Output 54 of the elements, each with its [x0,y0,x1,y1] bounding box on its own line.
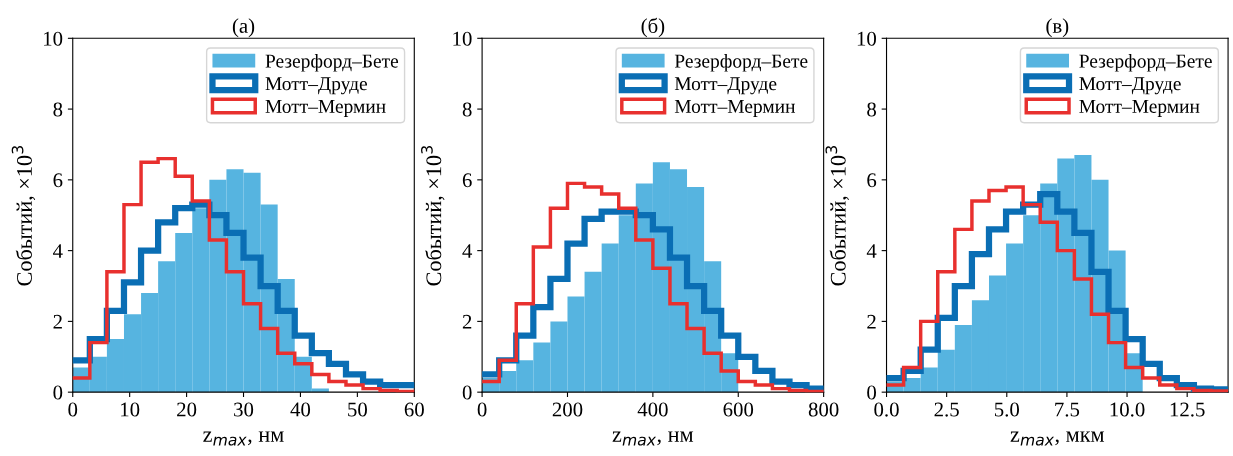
y-tick-label: 2 [462,314,472,329]
x-tick-label: 20 [177,402,197,417]
x-tick-label: 0.0 [874,402,899,417]
legend-label: Мотт–Мермин [1079,100,1200,117]
legend-label: Резерфорд–Бете [265,53,399,72]
y-tick-label: 4 [53,244,63,258]
x-tick-label: 60 [404,402,424,417]
x-tick-label: 200 [552,402,583,417]
x-tick-label: 10.0 [1110,402,1145,417]
y-tick-label: 6 [462,173,472,188]
chart-title: (б) [641,17,665,38]
x-axis-title: z$_{max}$, мкм [1010,431,1105,446]
x-axis-title: z$_{max}$, нм [203,431,284,446]
legend-label: Мотт–Мермин [674,100,796,117]
y-tick-label: 8 [867,102,877,117]
y-tick-label: 0 [53,385,63,400]
chart-title: (в) [1046,18,1069,38]
y-tick-label: 8 [53,102,63,117]
x-tick-label: 12.5 [1170,402,1205,417]
y-tick-label: 0 [462,385,472,400]
x-tick-label: 0 [477,402,487,417]
y-tick-label: 6 [53,173,63,188]
y-tick-label: 0 [867,385,877,400]
y-tick-label: 8 [462,102,472,117]
x-tick-label: 10 [121,402,140,417]
legend-label: Резерфорд–Бете [1079,53,1212,72]
y-axis-title: Событий, ×10$^{3}$ [825,146,849,286]
x-tick-label: 400 [637,402,668,417]
y-tick-label: 4 [462,244,473,258]
legend-label: Мотт–Друде [674,77,777,95]
y-tick-label: 10 [857,31,877,46]
x-tick-label: 50 [348,402,367,417]
x-tick-label: 30 [234,402,254,417]
x-axis-title: z$_{max}$, нм [612,431,694,446]
y-axis-title: Событий, ×10$^{3}$ [11,146,36,286]
chart-title: (a) [232,18,255,38]
legend-label: Мотт–Мермин [265,100,386,117]
x-tick-label: 800 [808,402,839,417]
y-tick-label: 2 [867,314,876,329]
x-tick-label: 0 [68,402,78,417]
x-tick-label: 7.5 [1055,402,1080,417]
y-tick-label: 4 [866,244,877,258]
y-tick-label: 10 [44,31,63,46]
legend-label: Мотт–Друде [1079,77,1181,95]
x-tick-label: 5.0 [994,402,1020,417]
x-tick-label: 2.5 [934,402,959,417]
x-tick-label: 40 [290,402,311,417]
x-tick-label: 600 [723,402,754,417]
y-axis-title: Событий, ×10$^{3}$ [421,146,445,286]
y-tick-label: 10 [453,31,472,46]
legend-label: Мотт–Друде [265,77,368,95]
legend-label: Резерфорд–Бете [674,53,808,72]
y-tick-label: 2 [53,314,62,329]
y-tick-label: 6 [867,173,877,188]
